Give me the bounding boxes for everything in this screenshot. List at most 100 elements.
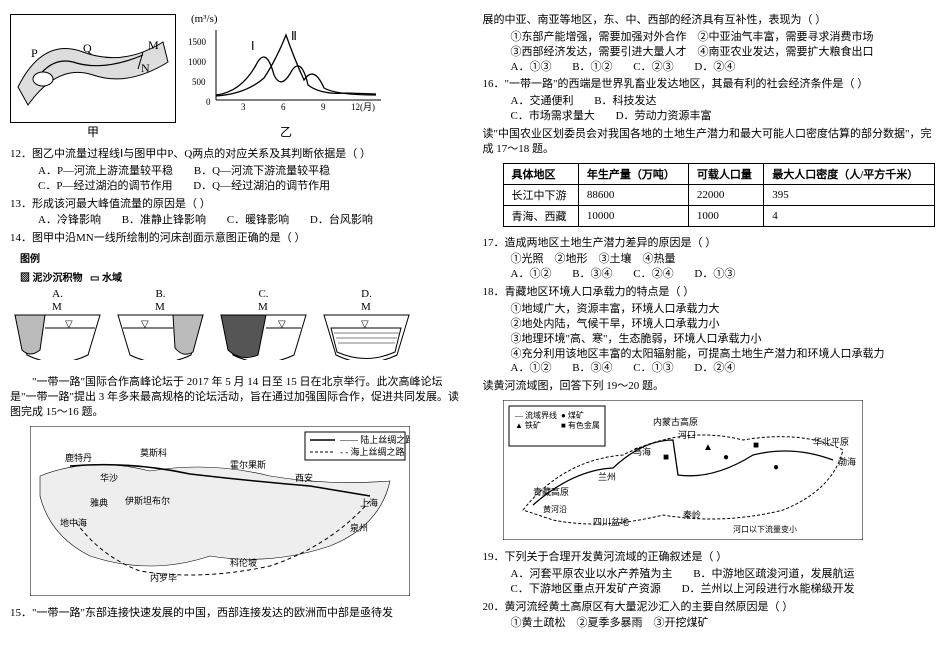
cross-section-icon: M ▽ <box>10 300 105 360</box>
svg-text:9: 9 <box>321 102 326 112</box>
q19-stem: 19．下列关于合理开发黄河流域的正确叙述是（ ） <box>483 550 936 565</box>
series-2: Ⅱ <box>291 29 297 43</box>
q16-opts: A．交通便利 B．科技发达 C．市场需求量大 D．劳动力资源丰富 <box>511 94 936 124</box>
q18-items: ①地域广大，资源丰富，环境人口承载力大 ②地处内陆，气候干旱，环境人口承载力小 … <box>511 302 936 361</box>
svg-text:兰州: 兰州 <box>598 471 616 482</box>
svg-text:霍尔果斯: 霍尔果斯 <box>230 459 266 470</box>
q12-b[interactable]: B．Q—河流下游流量较平稳 <box>194 164 330 179</box>
svg-text:▽: ▽ <box>141 319 149 330</box>
figure-row: P Q M N 甲 (m³/s) 1500 1000 500 0 <box>10 10 463 140</box>
svg-text:▽: ▽ <box>65 319 73 330</box>
svg-text:西安: 西安 <box>295 472 313 483</box>
svg-text:— 流域界线: — 流域界线 <box>514 410 557 420</box>
fig-jia: P Q M N <box>10 14 176 123</box>
svg-text:秦岭: 秦岭 <box>683 509 701 520</box>
q17-opts: A．①② B．③④ C．②④ D．①③ <box>511 267 936 282</box>
q15-b[interactable]: B．①② <box>572 60 612 75</box>
fig-jia-wrap: P Q M N 甲 <box>10 14 176 140</box>
svg-text:—— 陆上丝绸之路: —— 陆上丝绸之路 <box>339 434 410 445</box>
q12-d[interactable]: D．Q—经过湖泊的调节作用 <box>193 179 330 194</box>
q13-c[interactable]: C．暖锋影响 <box>227 213 289 228</box>
cross-a[interactable]: A. M ▽ <box>10 288 105 363</box>
caption-jia: 甲 <box>10 123 176 140</box>
th-region: 具体地区 <box>503 163 578 184</box>
q12-a[interactable]: A．P—河流上游流量较平稳 <box>38 164 173 179</box>
svg-text:M: M <box>258 301 268 313</box>
svg-text:泉州: 泉州 <box>350 522 368 533</box>
th-yield: 年生产量（万吨） <box>578 163 688 184</box>
svg-text:500: 500 <box>192 77 206 87</box>
q16-c[interactable]: C．市场需求量大 <box>511 109 595 124</box>
cross-section-icon: M ▽ <box>216 300 311 360</box>
q20-items: ①黄土疏松 ②夏季多暴雨 ③开挖煤矿 <box>511 616 936 631</box>
q17-d[interactable]: D．①③ <box>694 267 735 282</box>
q18-b[interactable]: B．③④ <box>572 361 612 376</box>
river-map-icon: P Q M N <box>13 17 173 117</box>
svg-text:6: 6 <box>281 102 286 112</box>
cross-b[interactable]: B. M ▽ <box>113 288 208 363</box>
q18-a[interactable]: A．①② <box>511 361 552 376</box>
q18-d[interactable]: D．②④ <box>694 361 735 376</box>
svg-text:科伦坡: 科伦坡 <box>230 557 257 568</box>
q19-d[interactable]: D．兰州以上河段进行水能梯级开发 <box>682 582 855 597</box>
q16-d[interactable]: D．劳动力资源丰富 <box>616 109 712 124</box>
q19-opts: A．河套平原农业以水产养殖为主 B．中游地区疏浚河道，发展航运 C．下游地区重点… <box>511 567 936 597</box>
q12-opts: A．P—河流上游流量较平稳 B．Q—河流下游流量较平稳 C．P—经过湖泊的调节作… <box>38 164 463 194</box>
q14-legend-title: 图例 <box>20 250 463 265</box>
svg-text:鹿特丹: 鹿特丹 <box>65 452 92 463</box>
q13-b[interactable]: B．准静止锋影响 <box>122 213 206 228</box>
svg-text:M: M <box>155 301 165 313</box>
label-n: N <box>141 61 150 75</box>
q19-c[interactable]: C．下游地区重点开发矿产资源 <box>511 582 661 597</box>
q15-c[interactable]: C．②③ <box>633 60 673 75</box>
q16-b[interactable]: B．科技发达 <box>594 94 656 109</box>
q17-c[interactable]: C．②④ <box>633 267 673 282</box>
q15-d[interactable]: D．②④ <box>694 60 735 75</box>
svg-text:■: ■ <box>753 440 759 451</box>
svg-text:▽: ▽ <box>278 319 286 330</box>
svg-text:四川盆地: 四川盆地 <box>593 516 629 527</box>
q19-b[interactable]: B．中游地区疏浚河道，发展航运 <box>693 567 854 582</box>
fig-yi-wrap: (m³/s) 1500 1000 500 0 3 6 9 12(月) Ⅰ Ⅱ <box>186 10 386 140</box>
label-p: P <box>31 46 38 60</box>
hydrograph-icon: (m³/s) 1500 1000 500 0 3 6 9 12(月) Ⅰ Ⅱ <box>186 10 386 120</box>
passage-15-16: "一带一路"国际合作高峰论坛于 2017 年 5 月 14 日至 15 日在北京… <box>10 375 463 420</box>
q14-stem: 14．图甲中沿MN一线所绘制的河床剖面示意图正确的是（ ） <box>10 231 463 246</box>
q16-a[interactable]: A．交通便利 <box>511 94 574 109</box>
world-map-icon: —— 陆上丝绸之路 - - 海上丝绸之路 鹿特丹 莫斯科 霍尔果斯 西安 华沙 … <box>30 426 410 596</box>
q19-a[interactable]: A．河套平原农业以水产养殖为主 <box>511 567 673 582</box>
passage-17-18: 读"中国农业区划委员会对我国各地的土地生产潜力和最大可能人口密度估算的部分数据"… <box>483 127 936 157</box>
label-q: Q <box>83 41 92 55</box>
right-column: 展的中亚、南亚等地区，东、中、西部的经济具有互补性，表现为（ ） ①东部产能增强… <box>483 10 936 658</box>
cross-c[interactable]: C. M ▽ <box>216 288 311 363</box>
svg-text:▲: ▲ <box>703 442 713 453</box>
q18-c[interactable]: C．①③ <box>633 361 673 376</box>
svg-text:雅典: 雅典 <box>90 497 108 508</box>
svg-text:河口: 河口 <box>678 429 696 440</box>
population-table: 具体地区 年生产量（万吨） 可载人口量 最大人口密度（人/平方千米） 长江中下游… <box>503 163 936 227</box>
cross-d[interactable]: D. M ▽ <box>319 288 414 363</box>
cross-section-icon: M ▽ <box>113 300 208 360</box>
q15-a[interactable]: A．①③ <box>511 60 552 75</box>
q13-stem: 13．形成该河最大峰值流量的原因是（ ） <box>10 197 463 212</box>
svg-text:1000: 1000 <box>188 57 207 67</box>
q17-a[interactable]: A．①② <box>511 267 552 282</box>
q14-legend-items: ▨ 泥沙沉积物 ▭ 水域 <box>20 269 463 284</box>
table-row: 青海、西藏 10000 1000 4 <box>503 205 935 226</box>
q12-c[interactable]: C．P—经过湖泊的调节作用 <box>38 179 172 194</box>
yellow-river-map: — 流域界线 ▲ 铁矿 ● 煤矿 ■ 有色金属 青藏高原 内蒙古高原 河口 乌海… <box>503 400 936 543</box>
svg-text:12(月): 12(月) <box>351 102 375 112</box>
q17-items: ①光照 ②地形 ③土壤 ④热量 <box>511 252 936 267</box>
svg-text:●: ● <box>773 462 779 473</box>
q13-d[interactable]: D．台风影响 <box>310 213 373 228</box>
svg-text:华北平原: 华北平原 <box>813 436 849 447</box>
svg-text:M: M <box>361 301 371 313</box>
series-1: Ⅰ <box>251 39 255 53</box>
q13-a[interactable]: A．冷锋影响 <box>38 213 101 228</box>
q15-opts: A．①③ B．①② C．②③ D．②④ <box>511 60 936 75</box>
q17-b[interactable]: B．③④ <box>572 267 612 282</box>
q17-stem: 17．造成两地区土地生产潜力差异的原因是（ ） <box>483 236 936 251</box>
passage-19-20: 读黄河流域图，回答下列 19～20 题。 <box>483 379 936 394</box>
svg-text:地中海: 地中海 <box>60 517 87 528</box>
q20-stem: 20．黄河流经黄土高原区有大量泥沙汇入的主要自然原因是（ ） <box>483 600 936 615</box>
